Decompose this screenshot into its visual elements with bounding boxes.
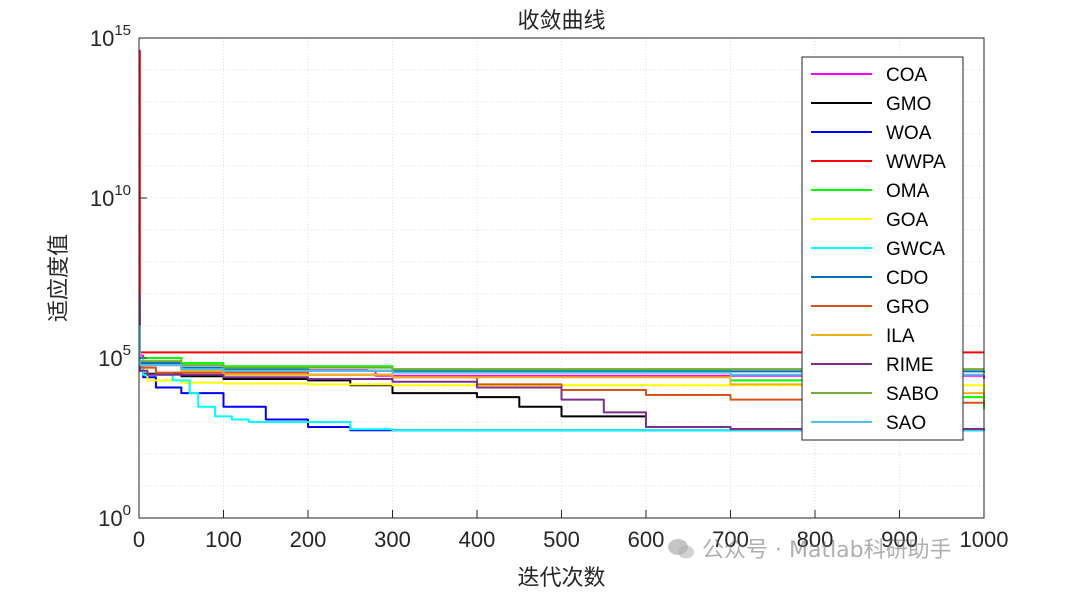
- y-tick-exponent: 0: [123, 502, 131, 519]
- legend-label: RIME: [886, 355, 934, 376]
- x-tick-label: 400: [459, 527, 496, 552]
- legend-label: SAO: [886, 413, 926, 434]
- watermark-text: 公众号 · Matlab科研助手: [702, 538, 952, 563]
- series-line-sao: [138, 325, 984, 376]
- chart-title: 收敛曲线: [517, 9, 605, 34]
- legend-label: GOA: [886, 210, 929, 231]
- y-tick-base: 10: [98, 346, 122, 371]
- y-tick-base: 10: [90, 26, 114, 51]
- legend-label: OMA: [886, 181, 930, 202]
- wechat-icon: [668, 539, 694, 559]
- legend-label: WOA: [886, 123, 932, 144]
- x-tick-label: 900: [881, 527, 918, 552]
- x-tick-label: 600: [628, 527, 665, 552]
- y-tick-base: 10: [90, 186, 114, 211]
- x-axis-title: 迭代次数: [517, 566, 605, 591]
- x-tick-label: 800: [797, 527, 834, 552]
- legend: COA GMO WOA WWPA OMA GOA GWCA CDO GRO ILA RIME SABO…: [801, 56, 964, 441]
- legend-box: [801, 56, 964, 441]
- x-tick-label: 100: [205, 527, 242, 552]
- y-tick-label: 1010: [90, 182, 131, 211]
- x-tick-label: 300: [374, 527, 411, 552]
- series-lines: [138, 49, 985, 432]
- y-tick-exponent: 5: [123, 342, 131, 359]
- legend-label: GMO: [886, 94, 931, 115]
- x-tick-label: 1000: [960, 527, 1009, 552]
- y-tick-exponent: 15: [114, 22, 131, 39]
- y-tick-exponent: 10: [114, 182, 131, 199]
- legend-label: CDO: [886, 268, 928, 289]
- x-axis-ticks: 0 100 200 300 400 500 600 700 800 900 1000: [133, 510, 1009, 552]
- x-tick-label: 500: [543, 527, 580, 552]
- x-tick-label: 700: [712, 527, 749, 552]
- legend-label: COA: [886, 65, 928, 86]
- series-line-rime: [138, 293, 985, 431]
- x-tick-label: 0: [133, 527, 145, 552]
- watermark: 公众号 · Matlab科研助手: [666, 532, 952, 564]
- series-line-gwca: [138, 302, 984, 432]
- legend-label: WWPA: [886, 152, 946, 173]
- y-tick-base: 10: [98, 506, 122, 531]
- legend-label: GRO: [886, 297, 929, 318]
- y-axis-title: 适应度值: [47, 234, 72, 322]
- x-tick-label: 200: [290, 527, 327, 552]
- y-tick-label: 1015: [90, 22, 131, 51]
- y-tick-label: 105: [98, 342, 131, 371]
- legend-label: SABO: [886, 384, 939, 405]
- legend-label: GWCA: [886, 239, 945, 260]
- legend-label: ILA: [886, 326, 915, 347]
- y-tick-label: 100: [98, 502, 131, 531]
